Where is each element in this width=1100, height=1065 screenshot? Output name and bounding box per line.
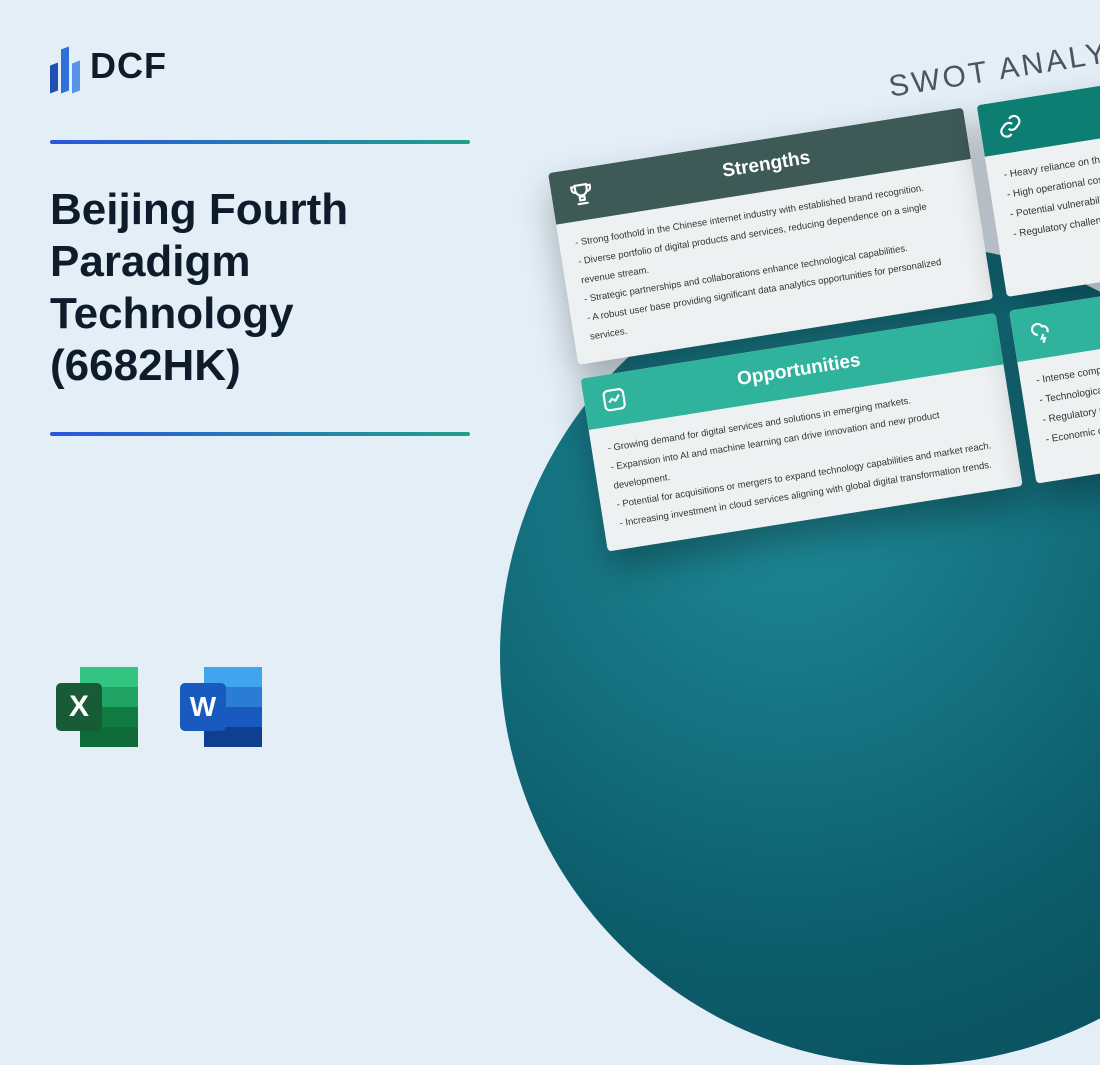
- swot-threats-card: Intense competition Technological disrup…: [1009, 270, 1100, 484]
- excel-icon: X: [50, 659, 146, 755]
- excel-letter: X: [69, 690, 89, 723]
- word-letter: W: [190, 691, 217, 722]
- divider-bottom: [50, 432, 470, 436]
- swot-weaknesses-card: Heavy reliance on the domestic High oper…: [977, 65, 1100, 297]
- weaknesses-label: [1040, 93, 1100, 122]
- page-title: Beijing Fourth Paradigm Technology (6682…: [50, 184, 470, 392]
- logo-text: DCF: [90, 45, 167, 87]
- divider-top: [50, 140, 470, 144]
- word-icon: W: [174, 659, 270, 755]
- app-icons: X W: [50, 659, 270, 755]
- left-column: DCF Beijing Fourth Paradigm Technology (…: [50, 40, 470, 436]
- storm-icon: [1025, 313, 1062, 350]
- link-icon: [992, 108, 1029, 145]
- trophy-icon: [563, 176, 600, 213]
- logo-mark-icon: [50, 40, 80, 92]
- chart-icon: [596, 381, 633, 418]
- logo: DCF: [50, 40, 470, 92]
- swot-panel: SWOT ANALYSIS Strengths Strong foothold …: [540, 19, 1100, 551]
- threats-label: [1073, 298, 1100, 327]
